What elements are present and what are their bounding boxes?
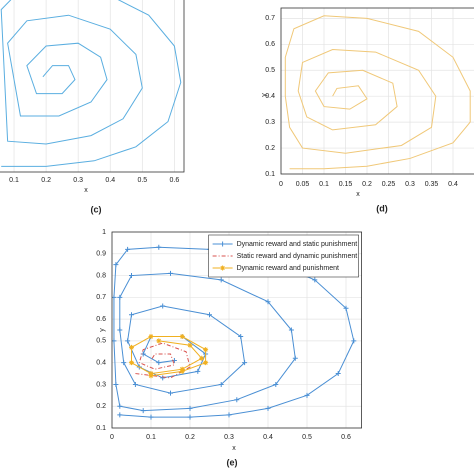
y-axis-label: y bbox=[99, 328, 106, 332]
x-tick-label: 0.3 bbox=[73, 177, 83, 184]
x-tick-label: 0.4 bbox=[263, 434, 273, 441]
y-tick-label: 0.6 bbox=[96, 316, 106, 323]
panel-label: (c) bbox=[91, 204, 102, 214]
y-tick-label: 0.5 bbox=[96, 338, 106, 345]
x-tick-label: 0 bbox=[110, 434, 114, 441]
x-axis-label: x bbox=[84, 187, 88, 194]
series-line bbox=[284, 15, 471, 170]
panel-label: (e) bbox=[227, 457, 238, 467]
plot-area bbox=[0, 0, 184, 172]
x-tick-label: 0.15 bbox=[339, 181, 353, 188]
y-tick-label: 0.3 bbox=[96, 381, 106, 388]
legend-label: Static reward and dynamic punishment bbox=[237, 253, 358, 260]
y-tick-label: 0.4 bbox=[96, 360, 106, 367]
y-tick-label: 0.9 bbox=[96, 251, 106, 258]
legend-label: Dynamic reward and static punishment bbox=[237, 241, 358, 248]
y-tick-label: 0.2 bbox=[96, 403, 106, 410]
y-tick-label: 0.1 bbox=[265, 171, 275, 178]
x-tick-label: 0 bbox=[279, 181, 283, 188]
x-tick-label: 0.4 bbox=[105, 177, 115, 184]
panel-label: (d) bbox=[376, 203, 388, 213]
plot-area bbox=[281, 8, 474, 174]
x-tick-label: 0.1 bbox=[319, 181, 329, 188]
x-tick-label: 0.2 bbox=[362, 181, 372, 188]
x-tick-label: 0.1 bbox=[9, 177, 19, 184]
y-axis-label: y bbox=[261, 93, 268, 97]
x-tick-label: 0.05 bbox=[296, 181, 310, 188]
y-tick-label: 0.5 bbox=[265, 67, 275, 74]
y-tick-label: 0.4 bbox=[265, 93, 275, 100]
series-line bbox=[129, 334, 209, 379]
legend-box bbox=[208, 234, 359, 278]
x-tick-label: 0.2 bbox=[41, 177, 51, 184]
x-tick-label: 0.3 bbox=[224, 434, 234, 441]
plot-data bbox=[284, 15, 471, 170]
x-tick-label: 0.4 bbox=[448, 181, 458, 188]
x-tick-label: 0.5 bbox=[137, 177, 147, 184]
x-axis-label: x bbox=[232, 445, 236, 452]
plot-frame bbox=[111, 231, 363, 429]
x-tick-label: 0.3 bbox=[405, 181, 415, 188]
y-tick-label: 0.3 bbox=[265, 119, 275, 126]
y-tick-label: 1 bbox=[102, 229, 106, 236]
x-tick-label: 0.5 bbox=[302, 434, 312, 441]
y-tick-label: 0.2 bbox=[265, 145, 275, 152]
plot-frame bbox=[280, 7, 474, 175]
x-tick-label: 0.6 bbox=[170, 177, 180, 184]
series-line bbox=[0, 0, 182, 167]
legend-label: Dynamic reward and punishment bbox=[237, 265, 339, 272]
plot-frame bbox=[0, 0, 185, 173]
plot-data bbox=[0, 0, 182, 167]
x-tick-label: 0.25 bbox=[382, 181, 396, 188]
x-tick-label: 0.1 bbox=[146, 434, 156, 441]
y-tick-label: 0.7 bbox=[265, 15, 275, 22]
plot-data bbox=[112, 244, 357, 420]
x-tick-label: 0.6 bbox=[341, 434, 351, 441]
y-tick-label: 0.1 bbox=[96, 425, 106, 432]
x-tick-label: 0.2 bbox=[185, 434, 195, 441]
x-axis-label: x bbox=[356, 191, 360, 198]
x-tick-label: 0.35 bbox=[425, 181, 439, 188]
y-tick-label: 0.6 bbox=[265, 41, 275, 48]
y-tick-label: 0.7 bbox=[96, 294, 106, 301]
y-tick-label: 0.8 bbox=[96, 272, 106, 279]
